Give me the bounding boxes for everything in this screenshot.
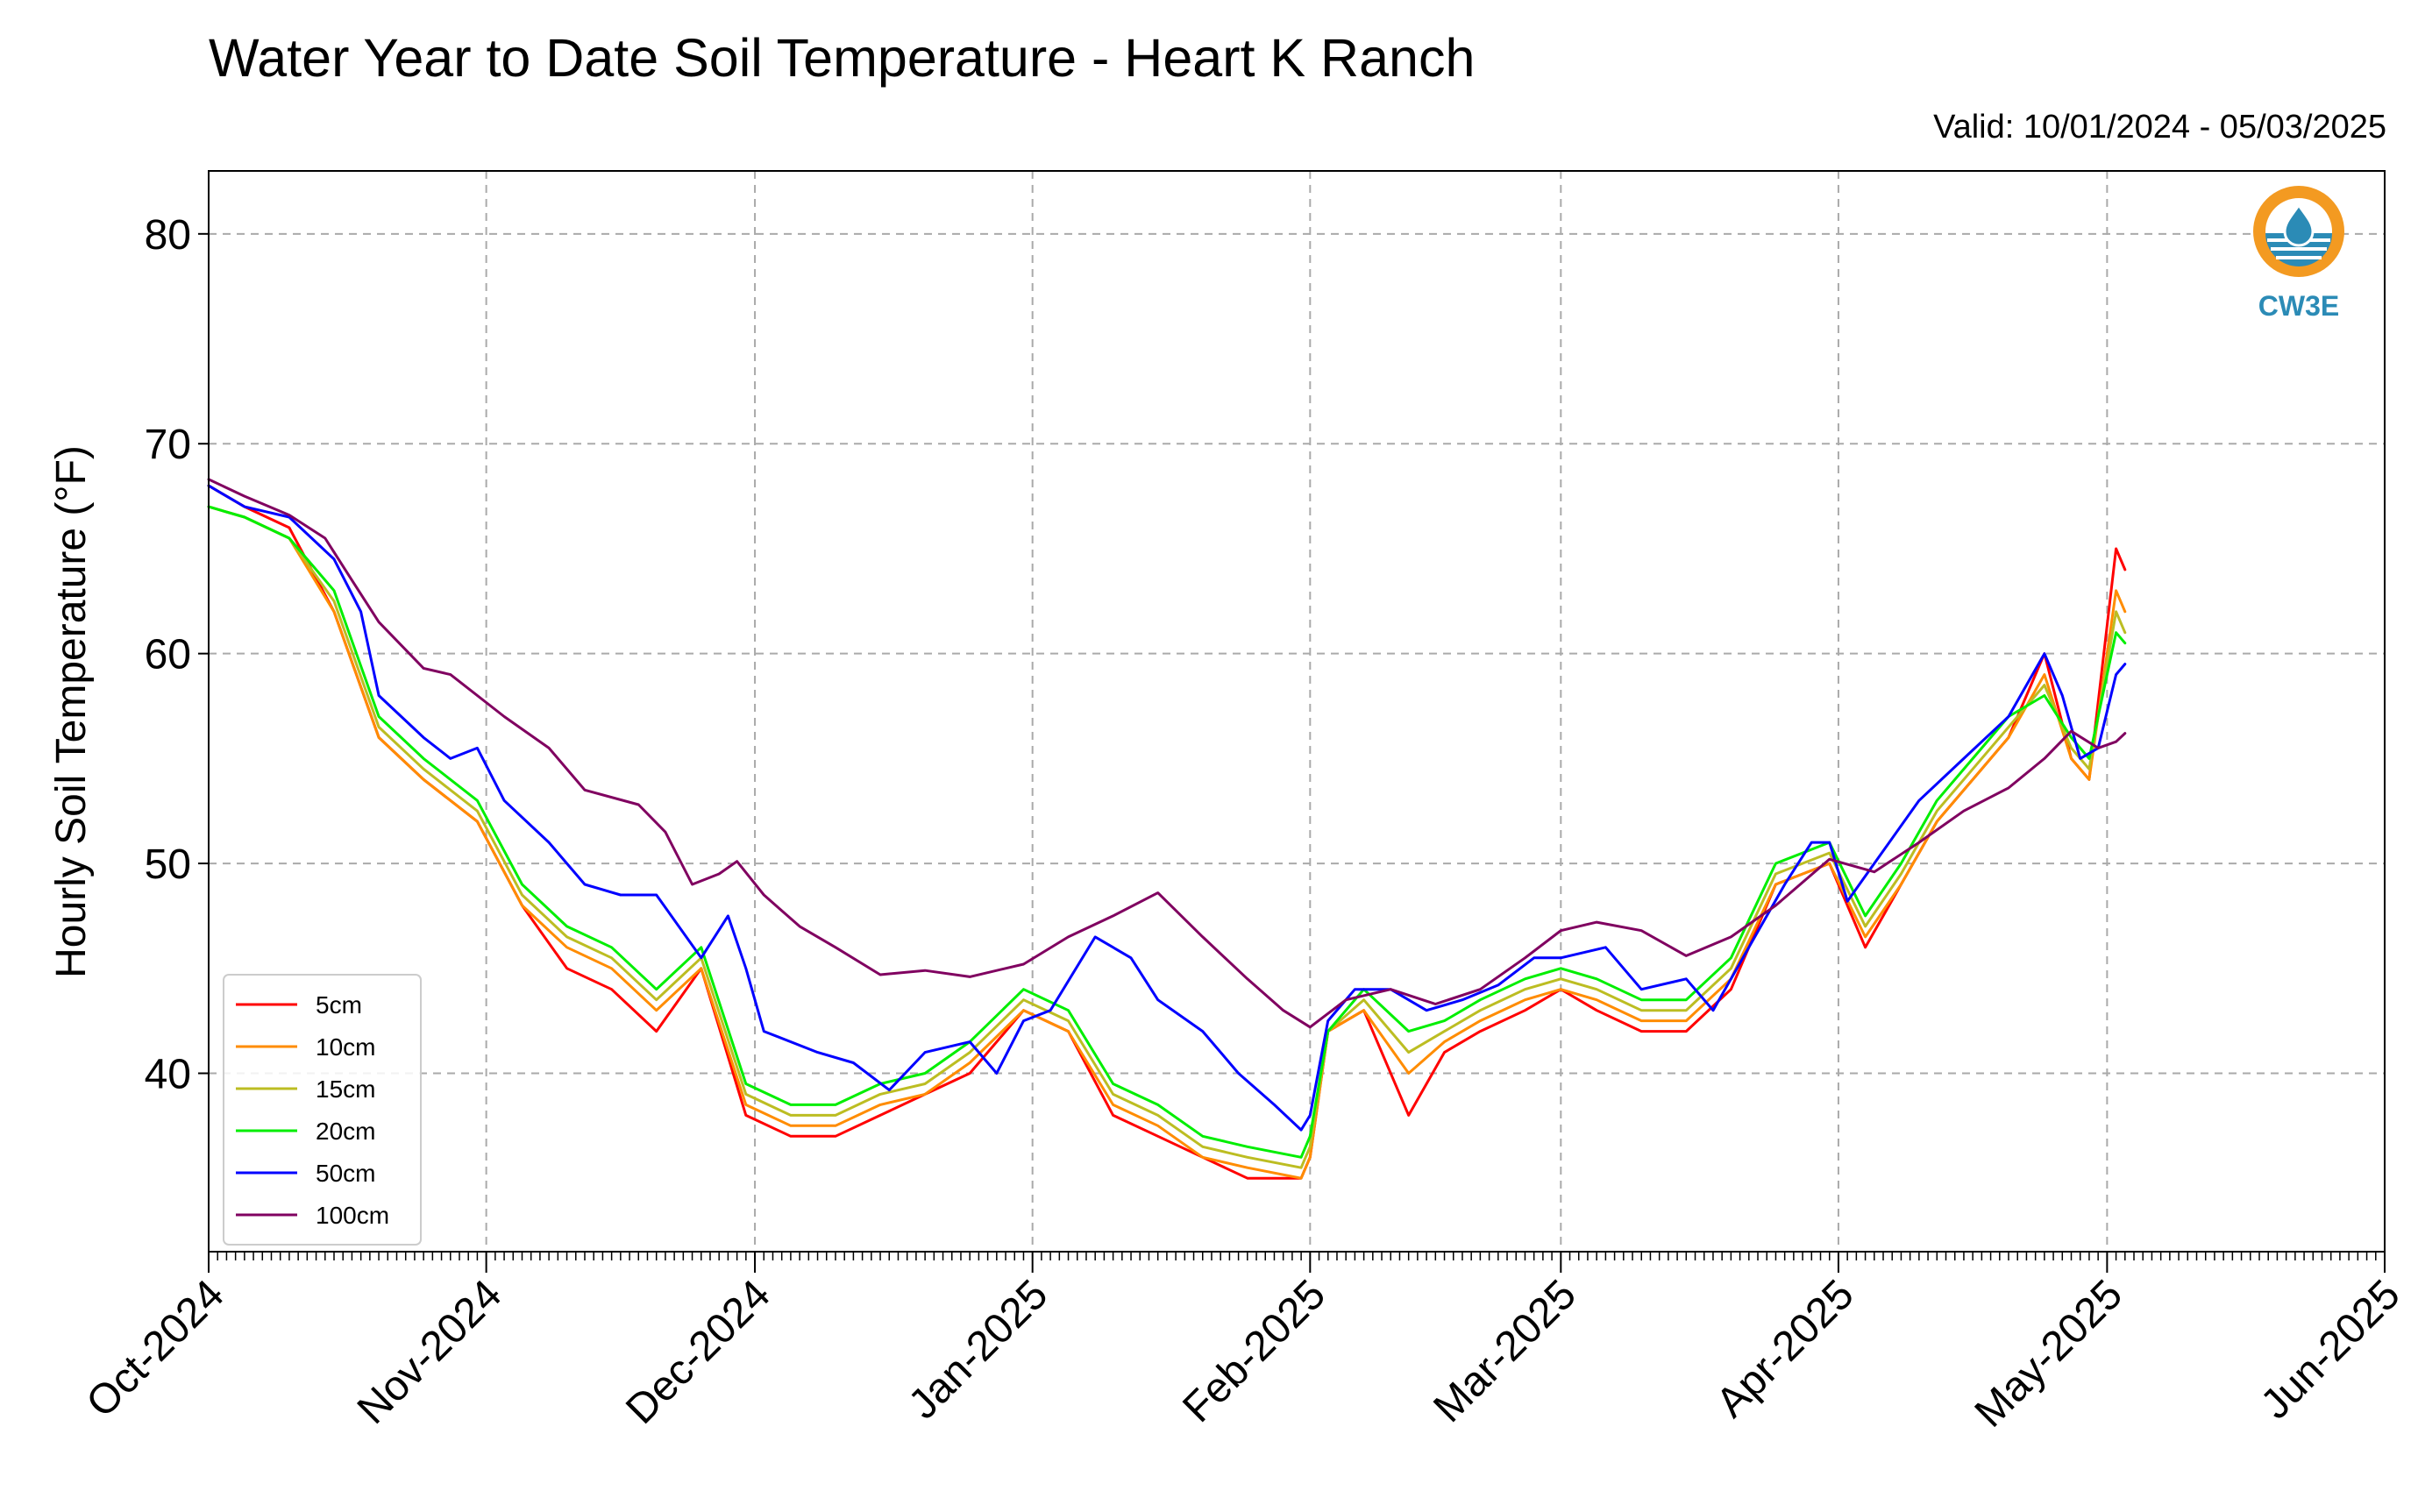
logo-text: CW3E — [2258, 290, 2339, 322]
legend-label: 100cm — [316, 1202, 389, 1229]
x-tick-label: Apr-2025 — [1708, 1271, 1863, 1426]
x-tick-label: Nov-2024 — [349, 1271, 511, 1433]
legend: 5cm 10cm 15cm 20cm 50cm 100cm — [223, 974, 422, 1246]
logo-droplet-icon — [2283, 202, 2315, 247]
series-line-5cm — [207, 484, 2127, 1180]
y-tick-label: 40 — [145, 1051, 191, 1097]
x-tick-label: May-2025 — [1966, 1271, 2131, 1436]
series-line-50cm — [207, 484, 2127, 1132]
x-tick-label: Oct-2024 — [78, 1271, 233, 1426]
plot-frame — [208, 170, 2386, 1253]
legend-box — [223, 974, 422, 1246]
legend-label: 15cm — [316, 1075, 375, 1103]
cw3e-logo: CW3E — [2253, 186, 2344, 322]
axes: 40 50 60 70 80 Oct-2024 Nov-2024 Dec-2024 Jan-20… — [78, 212, 2409, 1437]
legend-label: 10cm — [316, 1033, 375, 1061]
x-tick-label: Feb-2025 — [1174, 1271, 1334, 1431]
series-lines — [207, 478, 2127, 1180]
y-axis-label: Hourly Soil Temperature (°F) — [48, 445, 95, 978]
x-tick-label: Jun-2025 — [2252, 1271, 2409, 1428]
series-line-10cm — [207, 505, 2127, 1180]
series-line-20cm — [207, 505, 2127, 1159]
chart-subtitle: Valid: 10/01/2024 - 05/03/2025 — [1933, 109, 2386, 146]
y-tick-label: 70 — [145, 422, 191, 468]
x-tick-label: Jan-2025 — [900, 1271, 1056, 1428]
x-tick-label: Mar-2025 — [1425, 1271, 1585, 1431]
x-tick-label: Dec-2024 — [617, 1271, 779, 1433]
y-tick-label: 80 — [145, 212, 191, 259]
y-tick-label: 60 — [145, 632, 191, 678]
series-line-100cm — [207, 478, 2127, 1029]
y-tick-label: 50 — [145, 841, 191, 888]
legend-label: 5cm — [316, 991, 362, 1019]
legend-label: 50cm — [316, 1160, 375, 1187]
series-line-15cm — [207, 505, 2127, 1169]
legend-label: 20cm — [316, 1118, 375, 1145]
grid — [208, 171, 2386, 1252]
chart-title: Water Year to Date Soil Temperature - He… — [209, 28, 1476, 88]
